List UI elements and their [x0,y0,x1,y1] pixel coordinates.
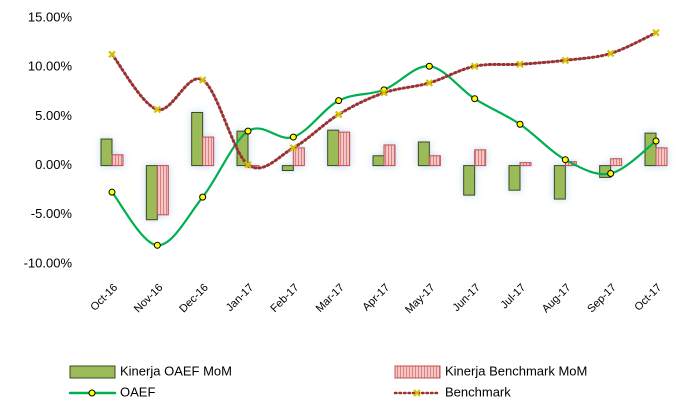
x-tick-label: Sep-17 [585,282,619,316]
line-marker [425,62,433,70]
bar [519,162,532,167]
y-tick-label: -5.00% [31,206,73,221]
bar [191,111,204,167]
line-marker [334,110,343,119]
legend-label: Kinerja OAEF MoM [120,363,232,378]
line-marker [153,241,161,249]
bar [372,155,385,167]
line-marker [561,156,569,164]
line-marker [425,79,434,87]
x-tick-label: May-17 [403,282,437,316]
x-tick-label: Apr-17 [360,282,392,314]
x-tick-label: Jun-17 [451,282,483,314]
bar [463,165,476,196]
y-tick-label: 5.00% [35,108,72,123]
line-marker [607,169,615,177]
x-tick-label: Jul-17 [498,282,528,312]
bar [145,165,158,221]
bar [610,158,623,167]
x-tick-label: Dec-16 [177,282,211,316]
bar [553,165,566,200]
bar [474,149,487,167]
bar [111,154,124,167]
line-marker [606,49,615,58]
x-tick-label: Jan-17 [224,282,256,314]
x-tick-label: Oct-17 [632,282,664,314]
line-marker [471,95,479,103]
line-marker [470,62,479,70]
line-marker [108,188,116,196]
line-marker [335,97,343,105]
line-marker [289,144,298,152]
line-marker [652,137,660,145]
line-marker [516,120,524,128]
x-tick-label: Mar-17 [314,282,347,315]
line-marker [289,133,297,141]
y-tick-label: 0.00% [35,157,72,172]
bar [417,141,430,167]
y-tick-label: 10.00% [28,59,73,74]
line-marker [198,76,207,84]
line-marker [244,127,252,135]
bar [292,147,305,167]
legend-marker [413,389,421,397]
x-tick-label: Nov-16 [132,282,166,316]
legend-label: Kinerja Benchmark MoM [445,363,587,378]
line-marker [108,50,116,59]
legend-label: OAEF [120,384,155,399]
bar [202,136,215,167]
bar [327,129,340,167]
legend-marker [88,389,96,397]
line-marker [516,60,524,69]
bar [338,131,351,167]
bar [428,155,441,167]
x-tick-label: Oct-16 [88,282,120,314]
bar [383,144,396,167]
legend-label: Benchmark [445,384,511,399]
line-marker [244,160,252,169]
x-tick-label: Aug-17 [540,282,574,316]
line-marker [380,89,388,97]
x-tick-label: Feb-17 [268,282,301,315]
bar [655,147,668,167]
bar [100,138,113,167]
line-marker [153,105,162,114]
y-tick-label: -10.00% [24,255,73,270]
line-marker [199,193,207,201]
line-marker [561,56,570,65]
line-marker [652,28,660,37]
bar [508,165,521,191]
legend-swatch [69,365,116,379]
legend-swatch [394,365,441,379]
y-tick-label: 15.00% [28,9,73,24]
bar [281,165,294,172]
bar [156,165,169,216]
